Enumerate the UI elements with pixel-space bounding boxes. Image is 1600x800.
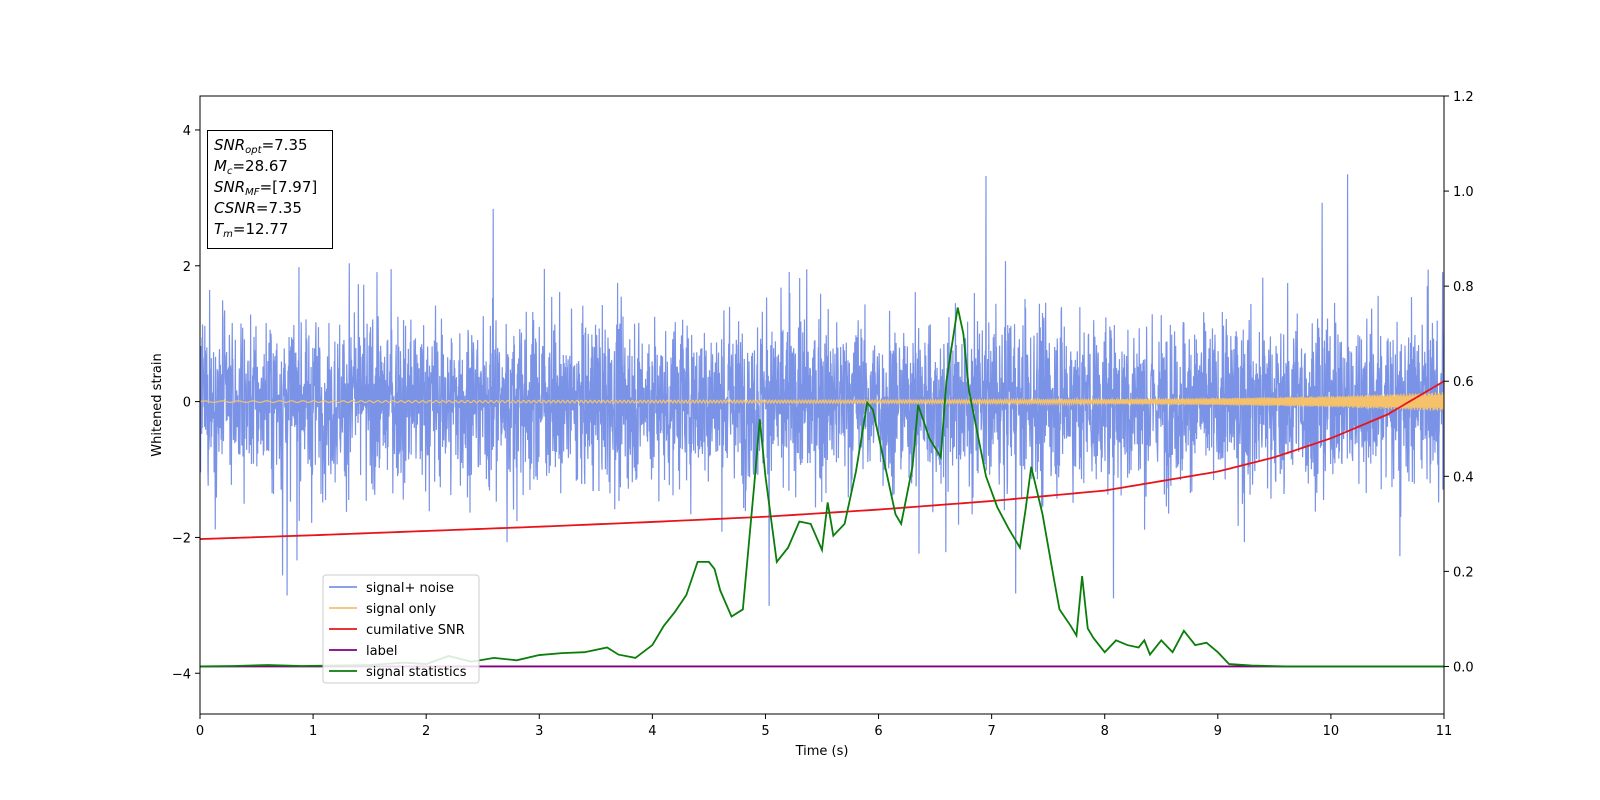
signal-only-series [200, 392, 1444, 411]
legend-label: cumilative SNR [366, 623, 465, 638]
y-axis-ticks: 4 2 0 −2 −4 [172, 124, 200, 682]
csnr-line: CSNR=7.35 [214, 199, 302, 217]
x-tick-label: 2 [422, 724, 430, 739]
snr-mf-line: SNRMF=[7.97] [214, 178, 318, 198]
legend: signal+ noise signal only cumilative SNR la… [322, 574, 480, 684]
signal-noise-series [200, 174, 1444, 606]
plot-frame [199, 95, 1445, 715]
y-axis-label: Whitened strain [150, 353, 165, 456]
y-tick-label: 4 [183, 124, 191, 139]
legend-label: signal only [366, 602, 436, 617]
snr-opt-line: SNRopt=7.35 [214, 136, 308, 156]
x-tick-label: 5 [761, 724, 769, 739]
y-tick-label: −4 [172, 667, 191, 682]
signal-noise-line [200, 174, 1444, 606]
signal-statistics-line [200, 307, 1444, 668]
x-tick-label: 4 [648, 724, 656, 739]
y2-tick-label: 1.2 [1453, 90, 1474, 105]
y2-axis-ticks: 1.2 1.0 0.8 0.6 0.4 0.2 0.0 [1444, 90, 1474, 675]
x-tick-label: 10 [1323, 724, 1340, 739]
tm-line: Tm=12.77 [214, 220, 289, 240]
legend-frame [322, 574, 480, 684]
x-tick-label: 3 [535, 724, 543, 739]
x-tick-label: 1 [309, 724, 317, 739]
y2-tick-label: 0.6 [1453, 375, 1474, 390]
cumilative-snr-line [200, 380, 1444, 540]
y2-tick-label: 0.2 [1453, 565, 1474, 580]
annotation-box: SNRopt=7.35 Mc=28.67 SNRMF=[7.97] CSNR=7… [207, 130, 333, 249]
y2-tick-label: 0.0 [1453, 660, 1474, 675]
y-tick-label: −2 [172, 531, 191, 546]
x-tick-label: 9 [1214, 724, 1222, 739]
signal-only-line [200, 392, 1444, 411]
legend-label: signal+ noise [366, 581, 454, 596]
x-axis-label: Time (s) [795, 744, 849, 759]
x-tick-label: 6 [874, 724, 882, 739]
x-axis-ticks: 0 1 2 3 4 5 6 7 8 9 10 11 [196, 714, 1452, 739]
x-tick-label: 11 [1436, 724, 1453, 739]
y-tick-label: 2 [183, 260, 191, 275]
y2-tick-label: 0.4 [1453, 470, 1474, 485]
y-tick-label: 0 [183, 396, 191, 411]
x-tick-label: 7 [987, 724, 995, 739]
y2-tick-label: 0.8 [1453, 280, 1474, 295]
mc-line: Mc=28.67 [214, 157, 288, 177]
legend-label: label [366, 644, 397, 659]
x-tick-label: 0 [196, 724, 204, 739]
legend-label: signal statistics [366, 665, 467, 680]
y2-tick-label: 1.0 [1453, 185, 1474, 200]
x-tick-label: 8 [1101, 724, 1109, 739]
